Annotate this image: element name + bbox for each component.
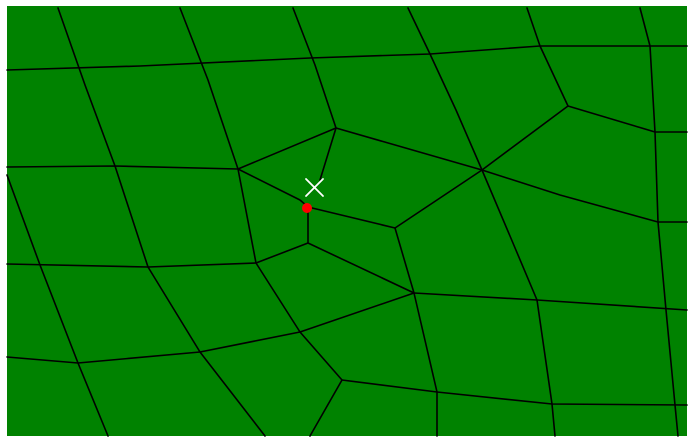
mesh-edge (394, 227, 438, 437)
mesh-edge (407, 7, 556, 437)
mesh-edge (341, 379, 688, 406)
mesh-edge (307, 242, 415, 294)
mesh-edge (237, 127, 483, 171)
mesh-edge (6, 242, 309, 268)
mesh-edge (292, 7, 337, 181)
crosshair-x-cursor-icon (305, 178, 324, 197)
mesh-surface (7, 6, 687, 436)
mesh-edge (57, 7, 266, 437)
mesh-edge (6, 174, 109, 437)
mesh-edge (481, 169, 688, 223)
mesh-edge (481, 7, 569, 171)
mesh-edge (179, 7, 343, 437)
mesh-edge (639, 7, 679, 437)
mesh-edges (6, 7, 688, 437)
node-marker-icon[interactable] (302, 203, 312, 213)
